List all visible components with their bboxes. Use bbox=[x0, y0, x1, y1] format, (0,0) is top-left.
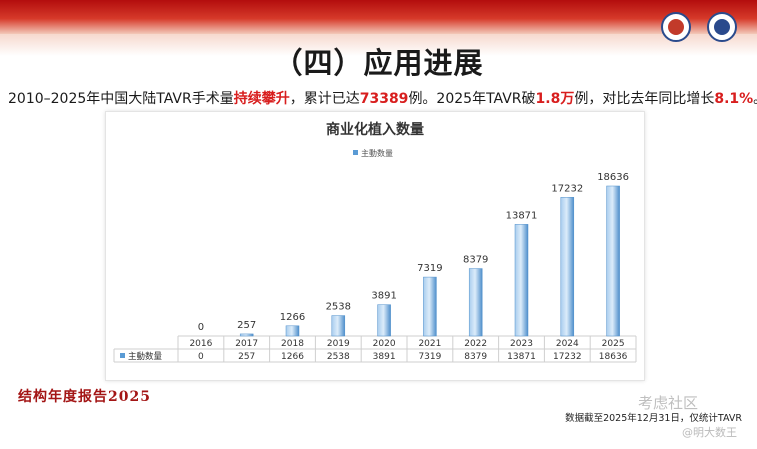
table-cell-2019: 2538 bbox=[327, 352, 350, 362]
summary-text-5: 。 bbox=[753, 91, 757, 107]
summary-highlight-1: 持续攀升 bbox=[233, 91, 290, 107]
table-cell-2025: 18636 bbox=[599, 352, 628, 362]
tick-label-2025: 2025 bbox=[602, 339, 625, 349]
table-cell-2021: 7319 bbox=[418, 352, 441, 362]
table-cell-2016: 0 bbox=[198, 352, 204, 362]
summary-highlight-3: 1.8万 bbox=[535, 91, 575, 107]
bar-2025 bbox=[606, 185, 620, 337]
top-banner-fade bbox=[0, 34, 757, 56]
tick-label-2020: 2020 bbox=[373, 339, 396, 349]
bar-2020 bbox=[377, 304, 391, 337]
table-cell-2020: 3891 bbox=[373, 352, 396, 362]
tick-label-2019: 2019 bbox=[327, 339, 350, 349]
table-cell-2018: 1266 bbox=[281, 352, 304, 362]
tick-label-2016: 2016 bbox=[189, 339, 212, 349]
summary-text-1: 2010–2025年中国大陆TAVR手术量 bbox=[8, 91, 234, 107]
summary-text-3: 例。2025年TAVR破 bbox=[408, 91, 536, 107]
bar-2018 bbox=[285, 325, 300, 337]
summary-highlight-2: 73389 bbox=[359, 91, 409, 107]
hospital-logo bbox=[707, 12, 737, 42]
bar-2017 bbox=[239, 333, 254, 337]
data-label-2018: 1266 bbox=[280, 312, 305, 323]
society-logo bbox=[661, 12, 691, 42]
watermark: 考虑社区 bbox=[638, 394, 699, 412]
legend-swatch bbox=[353, 150, 358, 155]
data-label-2022: 8379 bbox=[463, 255, 488, 266]
top-banner bbox=[0, 0, 757, 34]
slide-title: （四）应用进展 bbox=[273, 46, 484, 80]
table-row-label: 主動数量 bbox=[128, 351, 163, 362]
chart-title: 商业化植入数量 bbox=[326, 121, 424, 138]
tick-label-2024: 2024 bbox=[556, 339, 579, 349]
data-label-2025: 18636 bbox=[597, 172, 629, 183]
summary-text-2: ，累计已达 bbox=[289, 91, 360, 107]
footnote: 数据截至2025年12月31日，仅统计TAVR bbox=[565, 413, 742, 424]
summary-line: 2010–2025年中国大陆TAVR手术量持续攀升，累计已达73389例。202… bbox=[8, 88, 757, 108]
summary-text-4: 例，对比去年同比增长 bbox=[574, 91, 715, 107]
table-cell-2022: 8379 bbox=[464, 352, 487, 362]
bar-2019 bbox=[331, 315, 346, 337]
tick-label-2022: 2022 bbox=[464, 339, 487, 349]
data-label-2017: 257 bbox=[237, 320, 256, 331]
bar-2023 bbox=[514, 224, 529, 337]
table-cell-2023: 13871 bbox=[507, 352, 536, 362]
data-label-2021: 7319 bbox=[417, 263, 442, 274]
table-cell-2024: 17232 bbox=[553, 352, 582, 362]
chart-panel: 商业化植入数量主動数量 0 257 1266 2538 3891 7319 8379 13871… bbox=[105, 111, 645, 381]
tick-label-2021: 2021 bbox=[418, 339, 441, 349]
watermark-handle: @明大数王 bbox=[682, 426, 737, 439]
data-label-2020: 3891 bbox=[371, 291, 396, 302]
data-label-2024: 17232 bbox=[551, 183, 583, 194]
table-cell-2017: 257 bbox=[238, 352, 255, 362]
data-label-2023: 13871 bbox=[506, 210, 538, 221]
bar-2022 bbox=[468, 268, 483, 337]
report-label: 结构年度报告2025 bbox=[18, 389, 151, 405]
table-legend-swatch bbox=[120, 353, 125, 358]
data-label-2019: 2538 bbox=[326, 302, 351, 313]
summary-highlight-4: 8.1% bbox=[714, 91, 754, 107]
data-label-2016: 0 bbox=[198, 322, 204, 333]
tick-label-2018: 2018 bbox=[281, 339, 304, 349]
bar-2024 bbox=[560, 197, 575, 337]
tick-label-2023: 2023 bbox=[510, 339, 533, 349]
legend-label: 主動数量 bbox=[361, 148, 393, 158]
bar-2021 bbox=[423, 276, 437, 337]
tick-label-2017: 2017 bbox=[235, 339, 258, 349]
